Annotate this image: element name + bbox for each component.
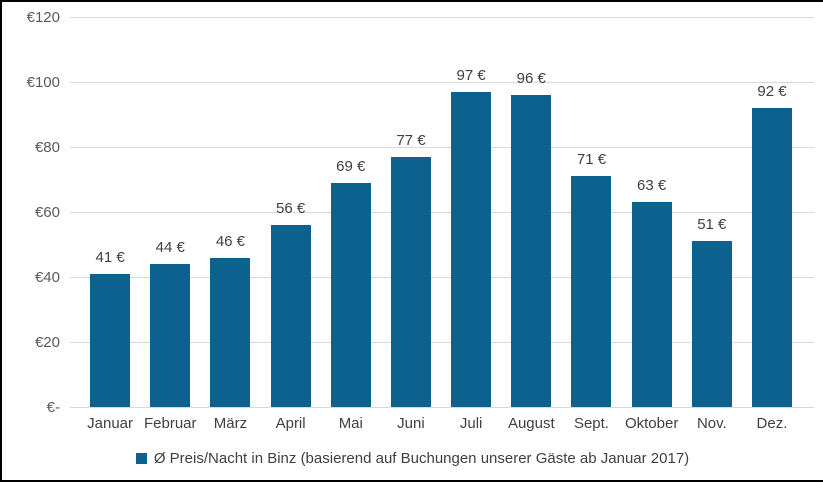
bar-series: 41 € 44 € 46 € 56 € 69 € 77 € 97 € 96 € 71 € 63 €… — [80, 17, 802, 407]
bar-value-label: 92 € — [757, 83, 787, 100]
bar-slot: 71 € — [561, 17, 621, 407]
bar-value-label: 46 € — [215, 232, 246, 250]
x-axis-label: Sept. — [573, 415, 609, 432]
bar-mai — [330, 182, 371, 407]
legend-label: Ø Preis/Nacht in Binz (basierend auf Buc… — [153, 450, 690, 467]
bar-juli — [451, 91, 492, 407]
bar-slot: 51 € — [682, 17, 742, 407]
y-tick-label: €100 — [26, 74, 60, 91]
bar-slot: 63 € — [622, 17, 682, 407]
bar-value-label: 77 € — [396, 131, 426, 149]
bar-value-label: 41 € — [95, 248, 125, 266]
gridline — [70, 82, 814, 83]
x-axis-label: März — [213, 415, 248, 432]
bar-august — [511, 95, 552, 407]
y-tick-label: €60 — [34, 204, 60, 221]
y-tick-label: €80 — [34, 139, 60, 156]
gridline — [70, 17, 814, 18]
x-axis-label: Februar — [143, 415, 197, 432]
gridline — [70, 212, 814, 213]
bar-slot: 96 € — [501, 17, 561, 407]
x-axis-label: Dez. — [756, 415, 788, 432]
bar-value-label: 56 € — [275, 200, 306, 217]
bar-sept — [571, 176, 612, 407]
x-axis-label: Nov. — [696, 415, 727, 432]
x-axis-label: Januar — [87, 415, 134, 432]
y-tick-label: €40 — [34, 269, 60, 286]
x-axis-label: August — [507, 415, 555, 432]
bar-slot: 92 € — [742, 17, 802, 407]
legend: Ø Preis/Nacht in Binz (basierend auf Buc… — [2, 450, 823, 467]
gridline — [70, 342, 814, 343]
bar-oktober — [631, 202, 672, 407]
bar-nov — [691, 241, 732, 407]
gridline — [70, 407, 814, 408]
bar-slot: 46 € — [200, 17, 260, 407]
x-axis-label: Oktober — [624, 415, 679, 432]
x-axis-label: Juli — [459, 415, 483, 432]
bar-slot: 41 € — [80, 17, 140, 407]
bar-value-label: 69 € — [336, 157, 366, 175]
bar-slot: 77 € — [381, 17, 441, 407]
bar-value-label: 96 € — [516, 70, 546, 87]
bar-value-label: 71 € — [576, 151, 607, 169]
bar-februar — [150, 264, 191, 407]
bar-juni — [390, 156, 431, 407]
x-axis-label: Mai — [338, 415, 363, 432]
gridline — [70, 147, 814, 148]
y-tick-label: €120 — [26, 9, 60, 26]
bar-value-label: 44 € — [155, 239, 185, 256]
bar-märz — [210, 257, 251, 407]
bar-slot: 44 € — [140, 17, 200, 407]
x-axis: Januar Februar März April Mai Juni Juli August S… — [80, 415, 802, 432]
bar-slot: 69 € — [321, 17, 381, 407]
bar-dez — [751, 108, 792, 407]
plot-area: 41 € 44 € 46 € 56 € 69 € 77 € 97 € 96 € 71 € 63 €… — [70, 17, 814, 408]
bar-value-label: 97 € — [456, 66, 486, 84]
bar-slot: 56 € — [261, 17, 321, 407]
x-axis-label: April — [275, 415, 306, 432]
legend-marker-icon — [135, 453, 147, 464]
bar-value-label: 63 € — [637, 177, 667, 195]
y-tick-label: €20 — [34, 334, 60, 351]
x-axis-label: Juni — [397, 415, 425, 432]
gridline — [70, 277, 814, 278]
bar-value-label: 51 € — [697, 216, 727, 234]
y-tick-label: €- — [46, 399, 60, 416]
bar-april — [270, 225, 311, 407]
bar-slot: 97 € — [441, 17, 501, 407]
bar-januar — [90, 273, 131, 407]
